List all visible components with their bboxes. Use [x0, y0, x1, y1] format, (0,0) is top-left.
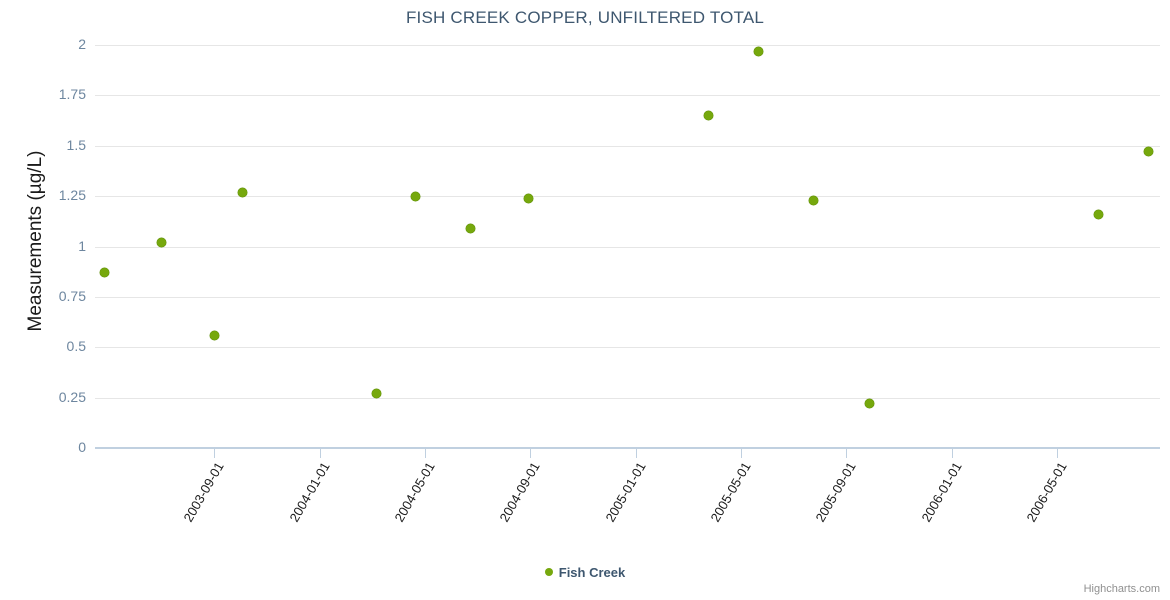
gridline [95, 45, 1160, 46]
data-point-marker[interactable] [703, 111, 713, 121]
legend-marker-icon [544, 567, 553, 576]
y-axis-tick-label: 2 [78, 36, 86, 52]
x-axis-tick-label: 2004-09-01 [470, 455, 543, 566]
legend-item-fish-creek[interactable]: Fish Creek [544, 564, 626, 581]
x-axis-tick-label: 2004-01-01 [260, 455, 333, 566]
gridline [95, 95, 1160, 97]
data-point-marker[interactable] [99, 268, 109, 278]
x-axis-tick-label-text: 2005-09-01 [812, 459, 859, 525]
data-point-marker[interactable] [1143, 147, 1153, 157]
x-axis-tick-label: 2005-01-01 [576, 455, 649, 566]
y-axis-tick-label: 0 [78, 439, 86, 455]
x-axis-tick-label-text: 2005-01-01 [602, 459, 649, 525]
x-axis-tick-label-text: 2006-05-01 [1023, 459, 1070, 525]
gridline [95, 347, 1160, 349]
y-axis-tick-label: 1.75 [58, 86, 86, 103]
x-axis-tick-mark [1057, 449, 1058, 458]
data-point-marker[interactable] [808, 195, 818, 205]
x-axis-tick-mark [741, 449, 742, 458]
x-axis-tick-label: 2006-01-01 [892, 455, 965, 566]
x-axis-tick-label: 2005-09-01 [786, 455, 859, 566]
y-axis-tick-label: 1.5 [66, 136, 86, 153]
x-axis-tick-label: 2003-09-01 [154, 455, 227, 566]
x-axis-tick-label: 2005-05-01 [681, 455, 754, 566]
data-point-marker[interactable] [1093, 209, 1103, 219]
data-point-marker[interactable] [410, 191, 420, 201]
x-axis-tick-label: 2006-05-01 [997, 455, 1070, 566]
x-axis-tick-label-text: 2004-01-01 [286, 459, 333, 525]
data-point-marker[interactable] [156, 237, 166, 247]
gridline [95, 246, 1160, 248]
x-axis-tick-label-text: 2005-05-01 [707, 459, 754, 525]
data-point-marker[interactable] [371, 389, 381, 399]
chart-title: FISH CREEK COPPER, UNFILTERED TOTAL [405, 8, 765, 27]
legend-item-label: Fish Creek [558, 565, 626, 581]
chart-legend: Fish Creek [0, 563, 1170, 581]
credits-link[interactable]: Highcharts.com [1083, 583, 1160, 595]
gridline [95, 145, 1160, 147]
gridline [95, 397, 1160, 399]
data-point-marker[interactable] [237, 187, 247, 197]
x-axis-tick-mark [425, 449, 426, 458]
y-axis-tick-label: 0.25 [58, 388, 86, 405]
y-axis-tick-label: 1 [78, 237, 86, 254]
x-axis-tick-mark [846, 449, 847, 458]
x-axis-tick-label-text: 2006-01-01 [918, 459, 965, 525]
plot-area [95, 45, 1160, 448]
x-axis-tick-label-text: 2004-09-01 [496, 459, 543, 525]
data-point-marker[interactable] [864, 399, 874, 409]
x-axis-line [95, 447, 1160, 449]
data-point-marker[interactable] [209, 330, 219, 340]
x-axis-tick-mark [952, 449, 953, 458]
data-point-marker[interactable] [465, 223, 475, 233]
gridline [95, 296, 1160, 298]
y-axis-tick-label: 0.75 [58, 287, 86, 304]
data-point-marker[interactable] [523, 193, 533, 203]
x-axis-tick-label-text: 2004-05-01 [391, 459, 438, 525]
x-axis-tick-label: 2004-05-01 [365, 455, 438, 566]
y-axis-tick-label: 0.5 [66, 338, 86, 355]
x-axis-tick-label-text: 2003-09-01 [180, 459, 227, 525]
x-axis-tick-mark [530, 449, 531, 458]
y-axis-tick-label: 1.25 [58, 187, 86, 204]
x-axis-tick-mark [214, 449, 215, 458]
x-axis-tick-mark [320, 449, 321, 458]
data-point-marker[interactable] [753, 46, 763, 56]
gridline [95, 196, 1160, 198]
x-axis-tick-mark [636, 449, 637, 458]
